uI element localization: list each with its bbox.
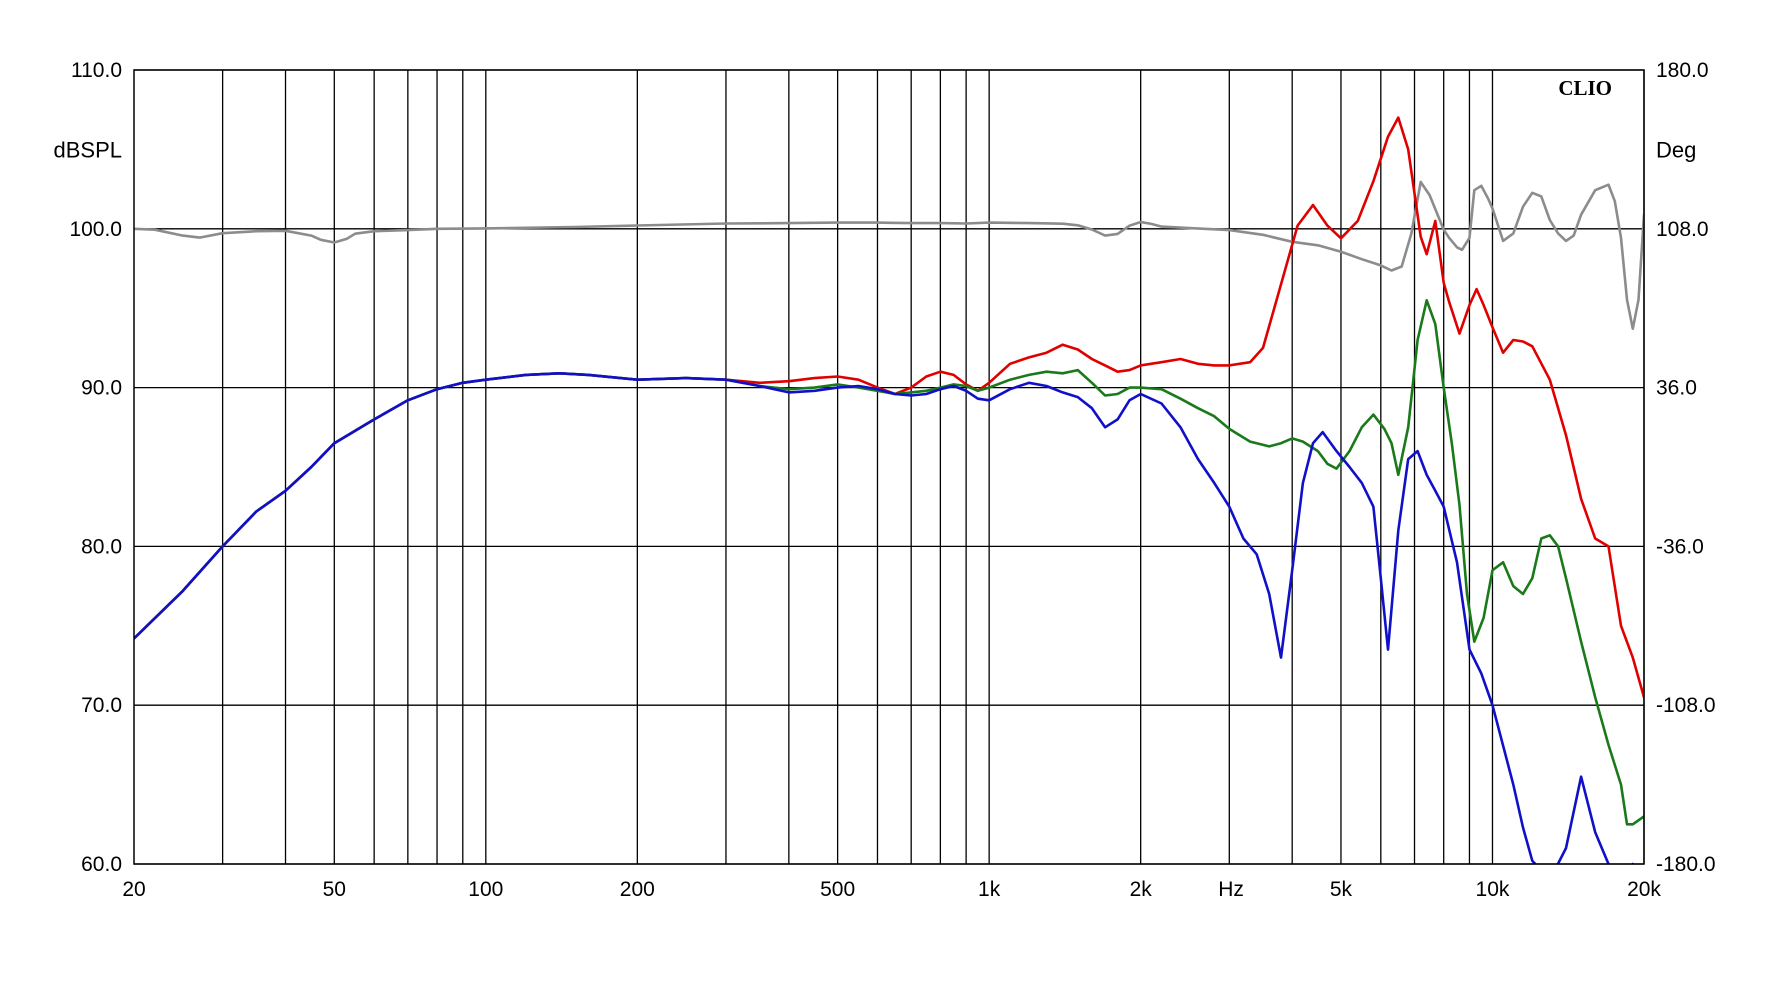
- y-left-tick-label: 90.0: [81, 377, 122, 400]
- y-axis-left-label: dBSPL: [54, 137, 123, 162]
- y-left-tick-label: 110.0: [71, 59, 122, 82]
- x-tick-label: 2k: [1130, 878, 1153, 901]
- y-right-tick-label: -180.0: [1656, 853, 1716, 876]
- y-right-tick-label: -36.0: [1656, 535, 1704, 558]
- x-tick-label: 20k: [1627, 878, 1661, 901]
- x-tick-label: 100: [468, 878, 503, 901]
- clio-brand-label: CLIO: [1558, 76, 1612, 100]
- x-tick-label: 10k: [1476, 878, 1510, 901]
- y-right-tick-label: 108.0: [1656, 218, 1709, 241]
- y-left-tick-label: 80.0: [81, 535, 122, 558]
- plot-frame: [133, 69, 1645, 865]
- grid-lines: [134, 69, 1645, 865]
- gray-phase-line: [134, 180, 1644, 330]
- y-right-tick-label: 36.0: [1656, 377, 1697, 400]
- blue-response-line: [134, 372, 1636, 864]
- x-tick-label: 5k: [1330, 878, 1353, 901]
- x-axis-label: Hz: [1218, 878, 1244, 901]
- y-left-tick-label: 60.0: [81, 853, 122, 876]
- x-tick-label: 20: [122, 878, 145, 901]
- x-tick-label: 50: [323, 878, 346, 901]
- x-tick-label: 200: [620, 878, 655, 901]
- y-right-tick-label: -108.0: [1656, 694, 1716, 717]
- y-right-tick-label: 180.0: [1656, 59, 1709, 82]
- y-axis-right-label: Deg: [1656, 137, 1696, 162]
- series-lines: [134, 116, 1644, 864]
- tick-labels: 60.0 70.0 80.0 90.0 100.0 110.0 -180.0 -108.0 -3…: [69, 59, 1715, 901]
- x-tick-label: 1k: [978, 878, 1001, 901]
- x-tick-label: 500: [820, 878, 855, 901]
- y-left-tick-label: 70.0: [81, 694, 122, 717]
- y-left-tick-label: 100.0: [69, 218, 122, 241]
